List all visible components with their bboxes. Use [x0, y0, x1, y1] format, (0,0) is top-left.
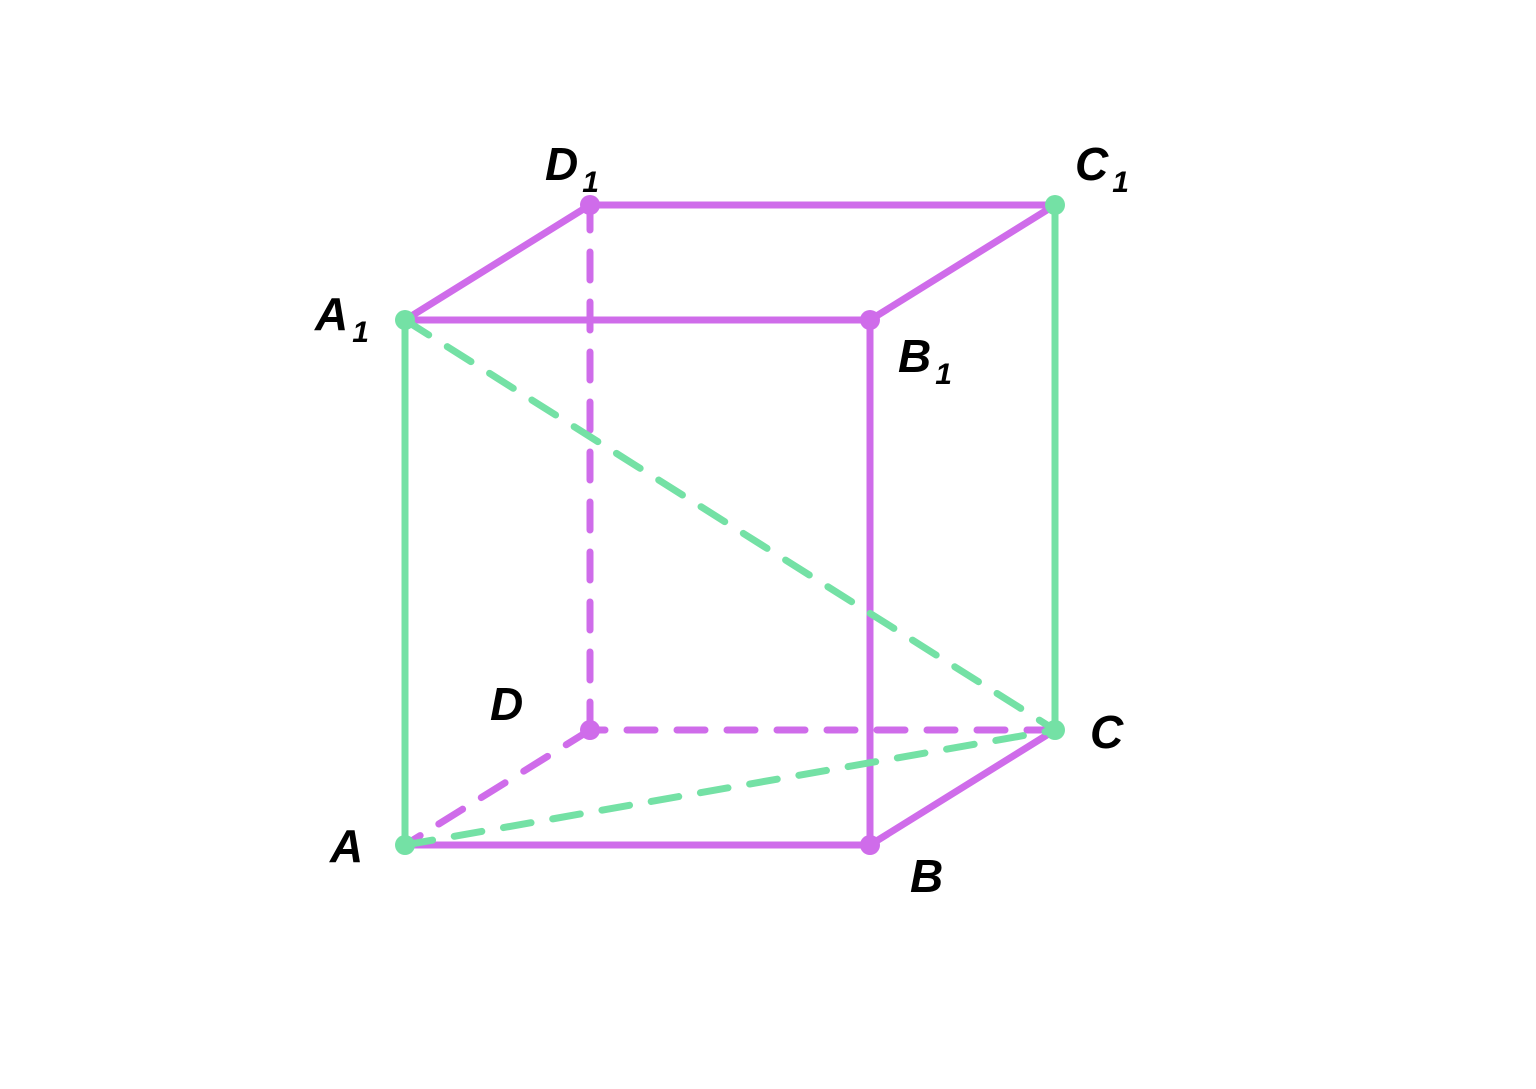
- vertices: [395, 195, 1065, 855]
- vertex: [395, 310, 415, 330]
- vertex: [1045, 720, 1065, 740]
- vertex-label: D1: [545, 138, 599, 199]
- edge: [870, 205, 1055, 320]
- vertex-label: D: [490, 678, 523, 730]
- vertex-label: C: [1090, 706, 1124, 758]
- vertex: [1045, 195, 1065, 215]
- edge: [405, 730, 590, 845]
- vertex: [395, 835, 415, 855]
- vertex-label: B: [910, 850, 943, 902]
- edge: [405, 320, 1055, 730]
- vertex: [860, 310, 880, 330]
- cuboid-diagram: A B C D A1 B1 C1 D1: [0, 0, 1536, 1089]
- vertex: [580, 720, 600, 740]
- vertex-label: B1: [898, 330, 952, 391]
- vertex-label: A1: [314, 288, 369, 349]
- vertex-label: C1: [1075, 138, 1129, 199]
- vertex-label: A: [329, 820, 363, 872]
- edges: [405, 205, 1055, 845]
- edge: [405, 205, 590, 320]
- vertex: [860, 835, 880, 855]
